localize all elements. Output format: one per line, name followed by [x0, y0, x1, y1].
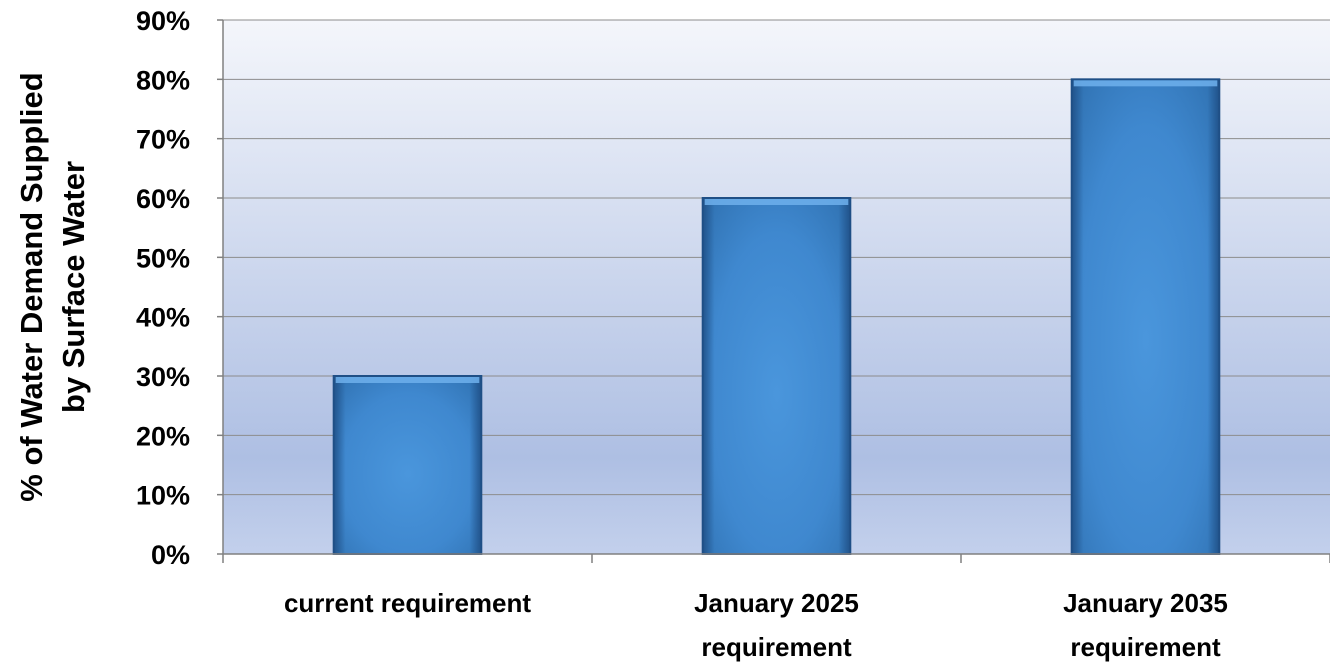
- y-axis-label-line: % of Water Demand Supplied: [14, 72, 49, 501]
- y-tick-label: 70%: [136, 125, 190, 155]
- y-tick-label: 40%: [136, 303, 190, 333]
- y-axis-label-line: by Surface Water: [56, 161, 91, 413]
- x-category-label: current requirement: [284, 588, 531, 618]
- y-tick-label: 80%: [136, 65, 190, 95]
- y-tick-label: 0%: [151, 540, 190, 570]
- x-category-label: requirement: [701, 632, 852, 662]
- y-tick-label: 10%: [136, 481, 190, 511]
- y-tick-label: 60%: [136, 184, 190, 214]
- bar-edge-shade: [1071, 79, 1220, 554]
- x-category-label: January 2035: [1063, 588, 1228, 618]
- bar-top-highlight: [704, 199, 849, 205]
- y-tick-label: 50%: [136, 243, 190, 273]
- y-tick-label: 90%: [136, 6, 190, 36]
- bar-top-highlight: [1073, 80, 1218, 87]
- x-category-labels: current requirement January 2025 requireme…: [222, 554, 1330, 662]
- y-tick-label: 20%: [136, 421, 190, 451]
- y-tick-labels: 0% 10% 20% 30% 40% 50% 60% 70% 80% 90%: [136, 6, 223, 570]
- bar: [1070, 78, 1221, 555]
- bars: [332, 78, 1221, 555]
- bar-edge-shade: [333, 376, 482, 554]
- bar-top-highlight: [335, 377, 480, 383]
- bar: [701, 197, 852, 555]
- x-category-label: January 2025: [694, 588, 859, 618]
- bar-edge-shade: [702, 198, 851, 554]
- x-category-label: requirement: [1070, 632, 1221, 662]
- bar: [332, 375, 483, 555]
- y-axis-label: % of Water Demand Supplied by Surface Wat…: [14, 72, 91, 501]
- y-tick-label: 30%: [136, 362, 190, 392]
